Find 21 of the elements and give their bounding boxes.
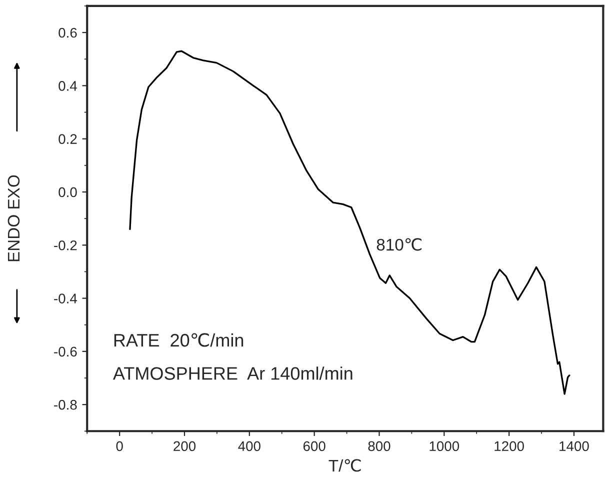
x-tick-label: 1200 [494, 441, 524, 452]
x-tick-label: 1000 [430, 441, 460, 452]
x-tick-label: 0 [116, 441, 123, 452]
x-tick-label: 800 [368, 441, 390, 452]
y-tick-label: -0.4 [54, 294, 77, 304]
x-tick-label: 200 [174, 441, 196, 452]
annotation: ATMOSPHERE Ar 140ml/min [112, 366, 352, 380]
y-tick-label: -0.6 [54, 346, 77, 357]
y-tick-label: -0.2 [54, 240, 77, 250]
x-tick-label: 400 [238, 441, 260, 452]
y-tick-label: 0.2 [58, 134, 77, 144]
x-tick-label: 600 [303, 441, 326, 452]
x-tick-label: 1400 [560, 441, 589, 452]
annotation: 810℃ [376, 238, 422, 251]
y-tick-label: 0.6 [58, 28, 77, 38]
x-axis-title: T/℃ [328, 459, 361, 472]
y-tick-label: 0.4 [58, 81, 77, 91]
annotation: RATE 20℃/min [114, 333, 244, 347]
y-axis-title: ENDO EXO [8, 175, 20, 262]
y-tick-label: -0.8 [54, 400, 77, 410]
y-tick-label: 0.0 [58, 187, 77, 198]
